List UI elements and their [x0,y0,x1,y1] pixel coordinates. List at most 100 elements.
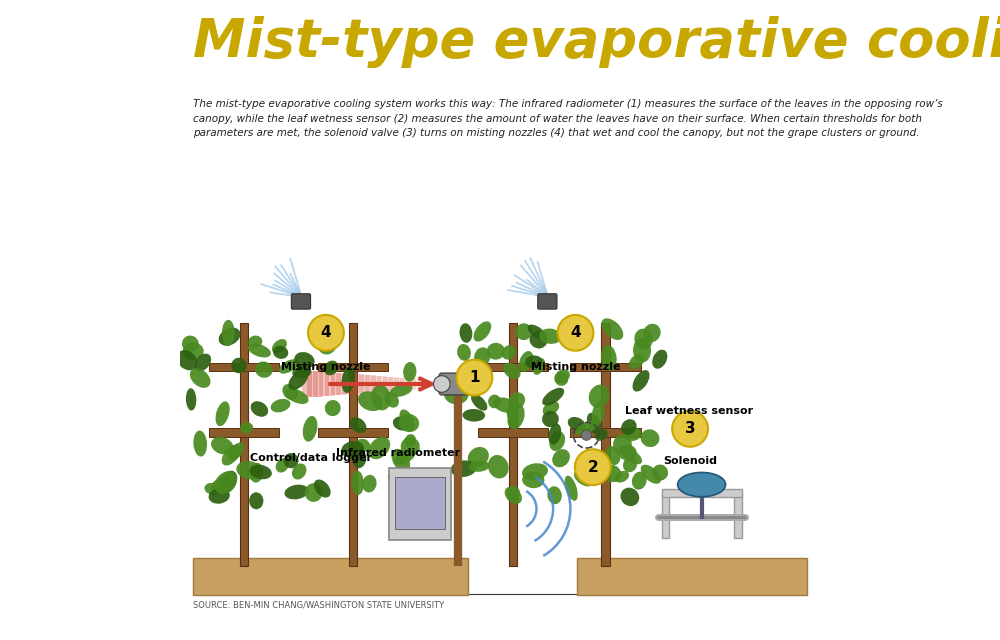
Ellipse shape [403,362,416,381]
Ellipse shape [356,439,370,452]
FancyBboxPatch shape [478,429,548,436]
FancyBboxPatch shape [349,323,357,566]
FancyBboxPatch shape [478,363,548,371]
FancyBboxPatch shape [193,558,468,595]
Ellipse shape [634,329,653,349]
Ellipse shape [394,451,415,465]
FancyBboxPatch shape [389,468,451,540]
Text: The mist-type evaporative cooling system works this way: The infrared radiometer: The mist-type evaporative cooling system… [193,99,943,138]
Circle shape [558,315,593,351]
Ellipse shape [522,472,544,488]
Ellipse shape [240,422,253,433]
Ellipse shape [601,318,623,340]
Ellipse shape [341,441,364,458]
FancyBboxPatch shape [319,372,329,396]
Ellipse shape [529,331,548,348]
Ellipse shape [392,449,410,472]
Ellipse shape [528,324,547,340]
FancyBboxPatch shape [509,323,517,566]
Ellipse shape [255,362,273,378]
Ellipse shape [460,323,472,343]
Ellipse shape [190,368,210,388]
Text: 1: 1 [469,370,480,385]
Ellipse shape [248,344,271,358]
Ellipse shape [601,345,617,371]
Ellipse shape [620,488,639,506]
Ellipse shape [368,436,390,459]
Ellipse shape [390,384,412,397]
FancyBboxPatch shape [734,493,742,538]
Ellipse shape [543,401,559,415]
Ellipse shape [371,385,391,410]
Ellipse shape [251,401,268,417]
Ellipse shape [539,328,561,344]
Circle shape [433,376,450,392]
Ellipse shape [605,446,620,465]
Text: Misting nozzle: Misting nozzle [281,362,371,372]
Ellipse shape [401,437,420,456]
FancyBboxPatch shape [538,294,557,309]
FancyBboxPatch shape [291,294,311,309]
Ellipse shape [209,488,230,504]
Ellipse shape [362,475,377,493]
FancyBboxPatch shape [302,371,312,397]
Ellipse shape [282,384,298,400]
Ellipse shape [542,388,564,406]
Text: Mist-type evaporative cooling system: Mist-type evaporative cooling system [193,16,1000,68]
Ellipse shape [624,427,641,441]
Ellipse shape [592,402,604,425]
Ellipse shape [548,424,561,445]
Ellipse shape [542,411,559,428]
Ellipse shape [488,394,501,408]
Ellipse shape [471,394,487,411]
FancyBboxPatch shape [570,363,641,371]
FancyBboxPatch shape [371,376,381,392]
Ellipse shape [503,363,521,379]
Ellipse shape [632,472,647,490]
Ellipse shape [506,406,519,424]
Text: 3: 3 [685,421,695,436]
Ellipse shape [633,338,651,362]
Ellipse shape [249,463,263,483]
Ellipse shape [358,391,383,411]
Ellipse shape [474,348,490,367]
Ellipse shape [325,400,341,416]
Ellipse shape [554,369,570,383]
Ellipse shape [273,346,288,359]
Ellipse shape [182,335,199,352]
Ellipse shape [342,367,355,393]
FancyBboxPatch shape [318,429,388,436]
Ellipse shape [552,449,570,467]
Ellipse shape [547,486,562,504]
FancyBboxPatch shape [240,323,248,566]
Ellipse shape [590,464,610,483]
Ellipse shape [469,460,490,472]
Text: Control/data logger: Control/data logger [250,452,372,463]
FancyBboxPatch shape [365,375,376,393]
FancyBboxPatch shape [359,375,370,393]
Ellipse shape [182,342,204,360]
Ellipse shape [515,323,532,340]
FancyBboxPatch shape [417,380,428,388]
Ellipse shape [623,457,637,472]
FancyBboxPatch shape [662,493,669,538]
FancyBboxPatch shape [342,374,352,394]
FancyBboxPatch shape [577,558,807,595]
FancyBboxPatch shape [439,373,478,395]
Ellipse shape [228,442,244,461]
Ellipse shape [507,404,525,429]
Ellipse shape [493,397,516,413]
Ellipse shape [575,420,598,435]
Ellipse shape [506,486,520,499]
Ellipse shape [508,392,525,409]
FancyBboxPatch shape [383,377,393,391]
Ellipse shape [250,465,272,479]
Ellipse shape [522,463,548,480]
Ellipse shape [621,447,642,464]
Ellipse shape [613,435,632,454]
Ellipse shape [186,388,196,410]
Ellipse shape [555,372,568,386]
Ellipse shape [219,328,240,346]
Ellipse shape [204,483,221,495]
Ellipse shape [474,321,491,342]
